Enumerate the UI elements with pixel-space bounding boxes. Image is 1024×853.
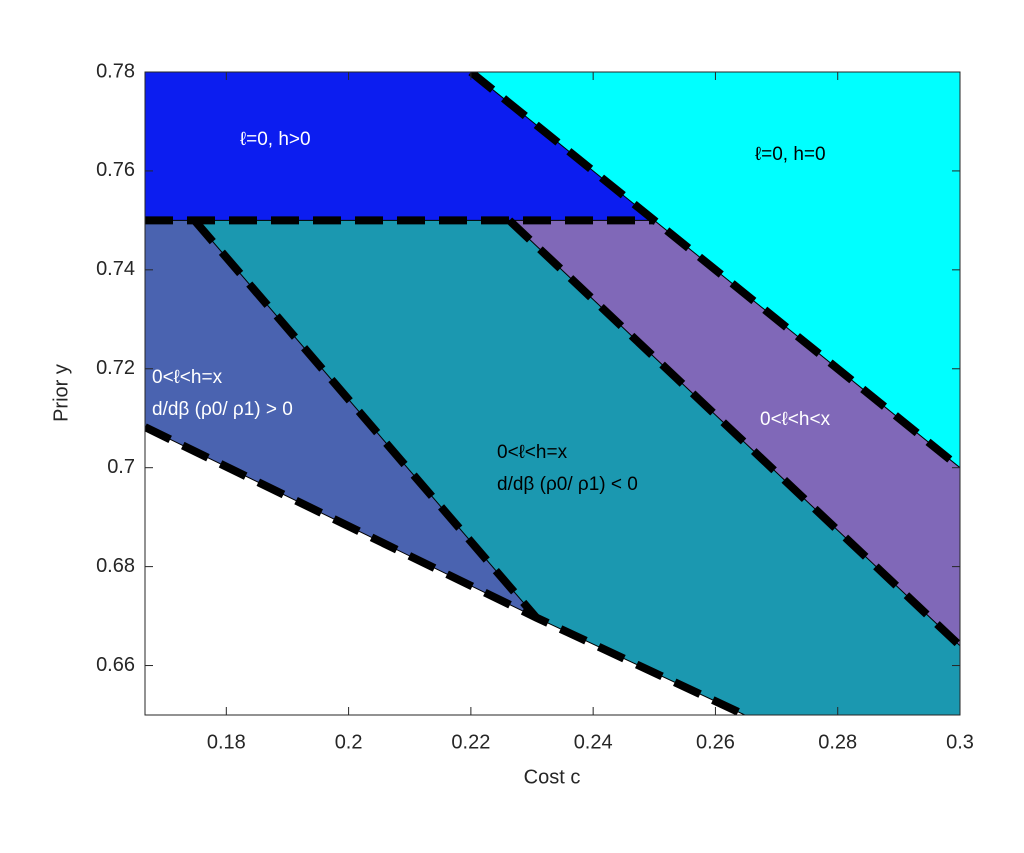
y-tick-label: 0.76 [96, 159, 135, 181]
region-annotation: d/dβ (ρ0/ ρ1) > 0 [152, 399, 293, 420]
y-tick-label: 0.78 [96, 60, 135, 82]
region-annotation: ℓ=0, h>0 [240, 129, 311, 150]
region-annotation: 0<ℓ<h=x [152, 367, 223, 388]
x-tick-label: 0.24 [574, 731, 613, 753]
y-axis-label: Prior y [50, 364, 72, 422]
y-tick-label: 0.72 [96, 357, 135, 379]
x-tick-label: 0.2 [335, 731, 363, 753]
x-tick-label: 0.28 [818, 731, 857, 753]
region-annotation: 0<ℓ<h<x [760, 409, 831, 430]
x-tick-label: 0.22 [451, 731, 490, 753]
region-annotation: ℓ=0, h=0 [755, 144, 826, 165]
region-annotation: 0<ℓ<h=x [497, 442, 568, 463]
y-tick-label: 0.7 [107, 456, 135, 478]
x-axis-label: Cost c [524, 766, 581, 788]
y-tick-label: 0.66 [96, 654, 135, 676]
region-annotation: d/dβ (ρ0/ ρ1) < 0 [497, 474, 638, 495]
x-tick-label: 0.3 [946, 731, 974, 753]
y-tick-label: 0.68 [96, 555, 135, 577]
x-tick-label: 0.26 [696, 731, 735, 753]
x-tick-label: 0.18 [207, 731, 246, 753]
y-tick-label: 0.74 [96, 258, 135, 280]
